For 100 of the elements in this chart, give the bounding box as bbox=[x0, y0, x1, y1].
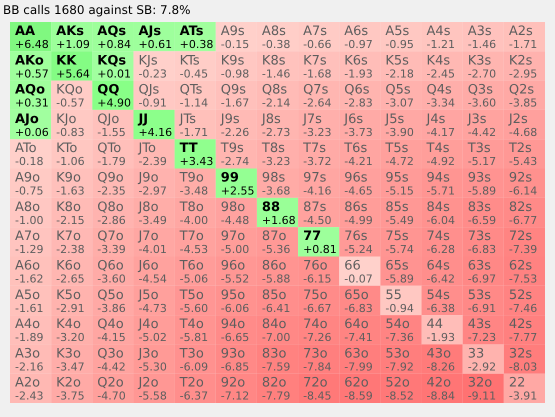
data-label: -6.38 bbox=[426, 302, 456, 315]
annotation: 88 bbox=[262, 200, 280, 215]
annotation: 72s bbox=[508, 229, 532, 244]
annotation: KQo bbox=[56, 82, 83, 98]
annotation: 97o bbox=[220, 229, 246, 244]
data-label: +0.06 bbox=[15, 126, 49, 139]
annotation: AA bbox=[15, 24, 36, 39]
annotation: Q8o bbox=[97, 200, 124, 215]
annotation: 54s bbox=[426, 288, 450, 303]
annotation: QJo bbox=[97, 112, 120, 127]
annotation: 95o bbox=[220, 288, 246, 303]
data-label: -0.97 bbox=[344, 38, 373, 51]
data-label: -3.23 bbox=[262, 155, 290, 168]
annotation: 32s bbox=[508, 346, 532, 362]
data-label: -6.04 bbox=[426, 214, 456, 227]
data-label: -7.84 bbox=[303, 360, 332, 374]
data-label: -7.36 bbox=[385, 331, 414, 344]
data-label: -7.46 bbox=[508, 302, 538, 315]
annotation: Q2s bbox=[508, 82, 534, 98]
data-label: -7.99 bbox=[344, 360, 373, 374]
annotation: 92s bbox=[508, 170, 532, 186]
annotation: 73s bbox=[468, 229, 492, 244]
annotation: 87s bbox=[303, 200, 327, 215]
data-label: -6.91 bbox=[468, 302, 496, 315]
annotation: 42s bbox=[508, 317, 532, 332]
annotation: 53s bbox=[468, 288, 492, 303]
annotation: QTs bbox=[180, 82, 203, 98]
annotation: T4o bbox=[178, 317, 204, 332]
annotation: A6o bbox=[15, 258, 40, 274]
data-label: -1.00 bbox=[15, 214, 44, 227]
data-label: -6.42 bbox=[426, 272, 456, 286]
annotation: A8o bbox=[15, 200, 40, 215]
data-label: +3.43 bbox=[180, 155, 214, 168]
annotation: 92o bbox=[220, 376, 246, 391]
annotation: J9s bbox=[220, 112, 240, 127]
data-label: -1.71 bbox=[508, 38, 538, 51]
data-label: -7.12 bbox=[220, 390, 250, 403]
data-label: -4.68 bbox=[508, 126, 538, 139]
annotation: K6s bbox=[344, 53, 368, 68]
data-label: -2.65 bbox=[56, 272, 85, 286]
annotation: T2o bbox=[178, 376, 204, 391]
annotation: 82s bbox=[508, 200, 532, 215]
data-label: -4.00 bbox=[180, 214, 208, 227]
data-label: -5.58 bbox=[138, 390, 167, 403]
annotation: T7o bbox=[178, 229, 204, 244]
data-label: -3.75 bbox=[56, 390, 85, 403]
data-label: -3.20 bbox=[56, 331, 85, 344]
annotation: K8s bbox=[262, 53, 286, 68]
data-label: +5.64 bbox=[56, 67, 90, 80]
data-label: -1.93 bbox=[344, 67, 373, 80]
data-label: -3.60 bbox=[97, 272, 126, 286]
data-label: -4.50 bbox=[303, 214, 332, 227]
data-label: -2.39 bbox=[138, 155, 167, 168]
data-label: -6.77 bbox=[508, 214, 538, 227]
data-label: -5.49 bbox=[385, 214, 414, 227]
data-label: -7.79 bbox=[262, 390, 290, 403]
data-label: -7.41 bbox=[344, 331, 373, 344]
data-label: -7.00 bbox=[262, 331, 290, 344]
data-label: -1.21 bbox=[426, 38, 456, 51]
annotation: Q9s bbox=[220, 82, 246, 98]
data-label: +4.16 bbox=[138, 126, 172, 139]
annotation: JTs bbox=[178, 112, 196, 127]
data-label: -5.06 bbox=[180, 272, 208, 286]
annotation: 52o bbox=[385, 376, 410, 391]
data-label: -4.65 bbox=[344, 184, 373, 198]
annotation: Q4o bbox=[97, 317, 124, 332]
annotation: 64s bbox=[426, 258, 450, 274]
annotation: 98o bbox=[220, 200, 246, 215]
annotation: J7o bbox=[137, 229, 159, 244]
annotation: 55 bbox=[385, 288, 402, 303]
data-label: -6.85 bbox=[220, 360, 250, 374]
annotation: T3o bbox=[178, 346, 204, 362]
data-label: +4.90 bbox=[97, 96, 132, 110]
annotation: Q3s bbox=[468, 82, 494, 98]
data-label: -2.95 bbox=[508, 67, 538, 80]
data-label: -1.46 bbox=[468, 38, 496, 51]
annotation: Q6o bbox=[97, 258, 124, 274]
annotation: 99 bbox=[220, 170, 239, 186]
data-label: -1.46 bbox=[262, 67, 290, 80]
annotation: K8o bbox=[56, 200, 81, 215]
data-label: +6.48 bbox=[15, 38, 49, 51]
data-label: +0.01 bbox=[97, 67, 132, 80]
data-label: -2.64 bbox=[303, 96, 332, 110]
data-label: -1.68 bbox=[303, 67, 332, 80]
data-label: -4.17 bbox=[426, 126, 456, 139]
data-label: -5.88 bbox=[262, 272, 290, 286]
data-label: -4.15 bbox=[97, 331, 126, 344]
annotation: T2s bbox=[508, 141, 532, 156]
annotation: K7s bbox=[303, 53, 327, 68]
annotation: J8s bbox=[260, 112, 282, 127]
annotation: K3s bbox=[468, 53, 492, 68]
annotation: AKo bbox=[15, 53, 44, 68]
annotation: A4s bbox=[426, 24, 451, 39]
annotation: T9o bbox=[178, 170, 204, 186]
annotation: 86o bbox=[262, 258, 286, 274]
annotation: TT bbox=[180, 141, 198, 156]
annotation: 54o bbox=[385, 317, 410, 332]
data-label: -3.68 bbox=[262, 184, 290, 198]
annotation: 83s bbox=[468, 200, 492, 215]
data-label: -5.43 bbox=[508, 155, 538, 168]
